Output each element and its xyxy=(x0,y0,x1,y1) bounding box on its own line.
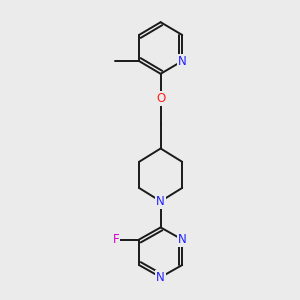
Text: N: N xyxy=(156,195,165,208)
Text: F: F xyxy=(113,233,119,246)
Text: N: N xyxy=(156,271,165,284)
Text: N: N xyxy=(178,233,187,246)
Text: O: O xyxy=(156,92,165,105)
Text: N: N xyxy=(178,55,187,68)
